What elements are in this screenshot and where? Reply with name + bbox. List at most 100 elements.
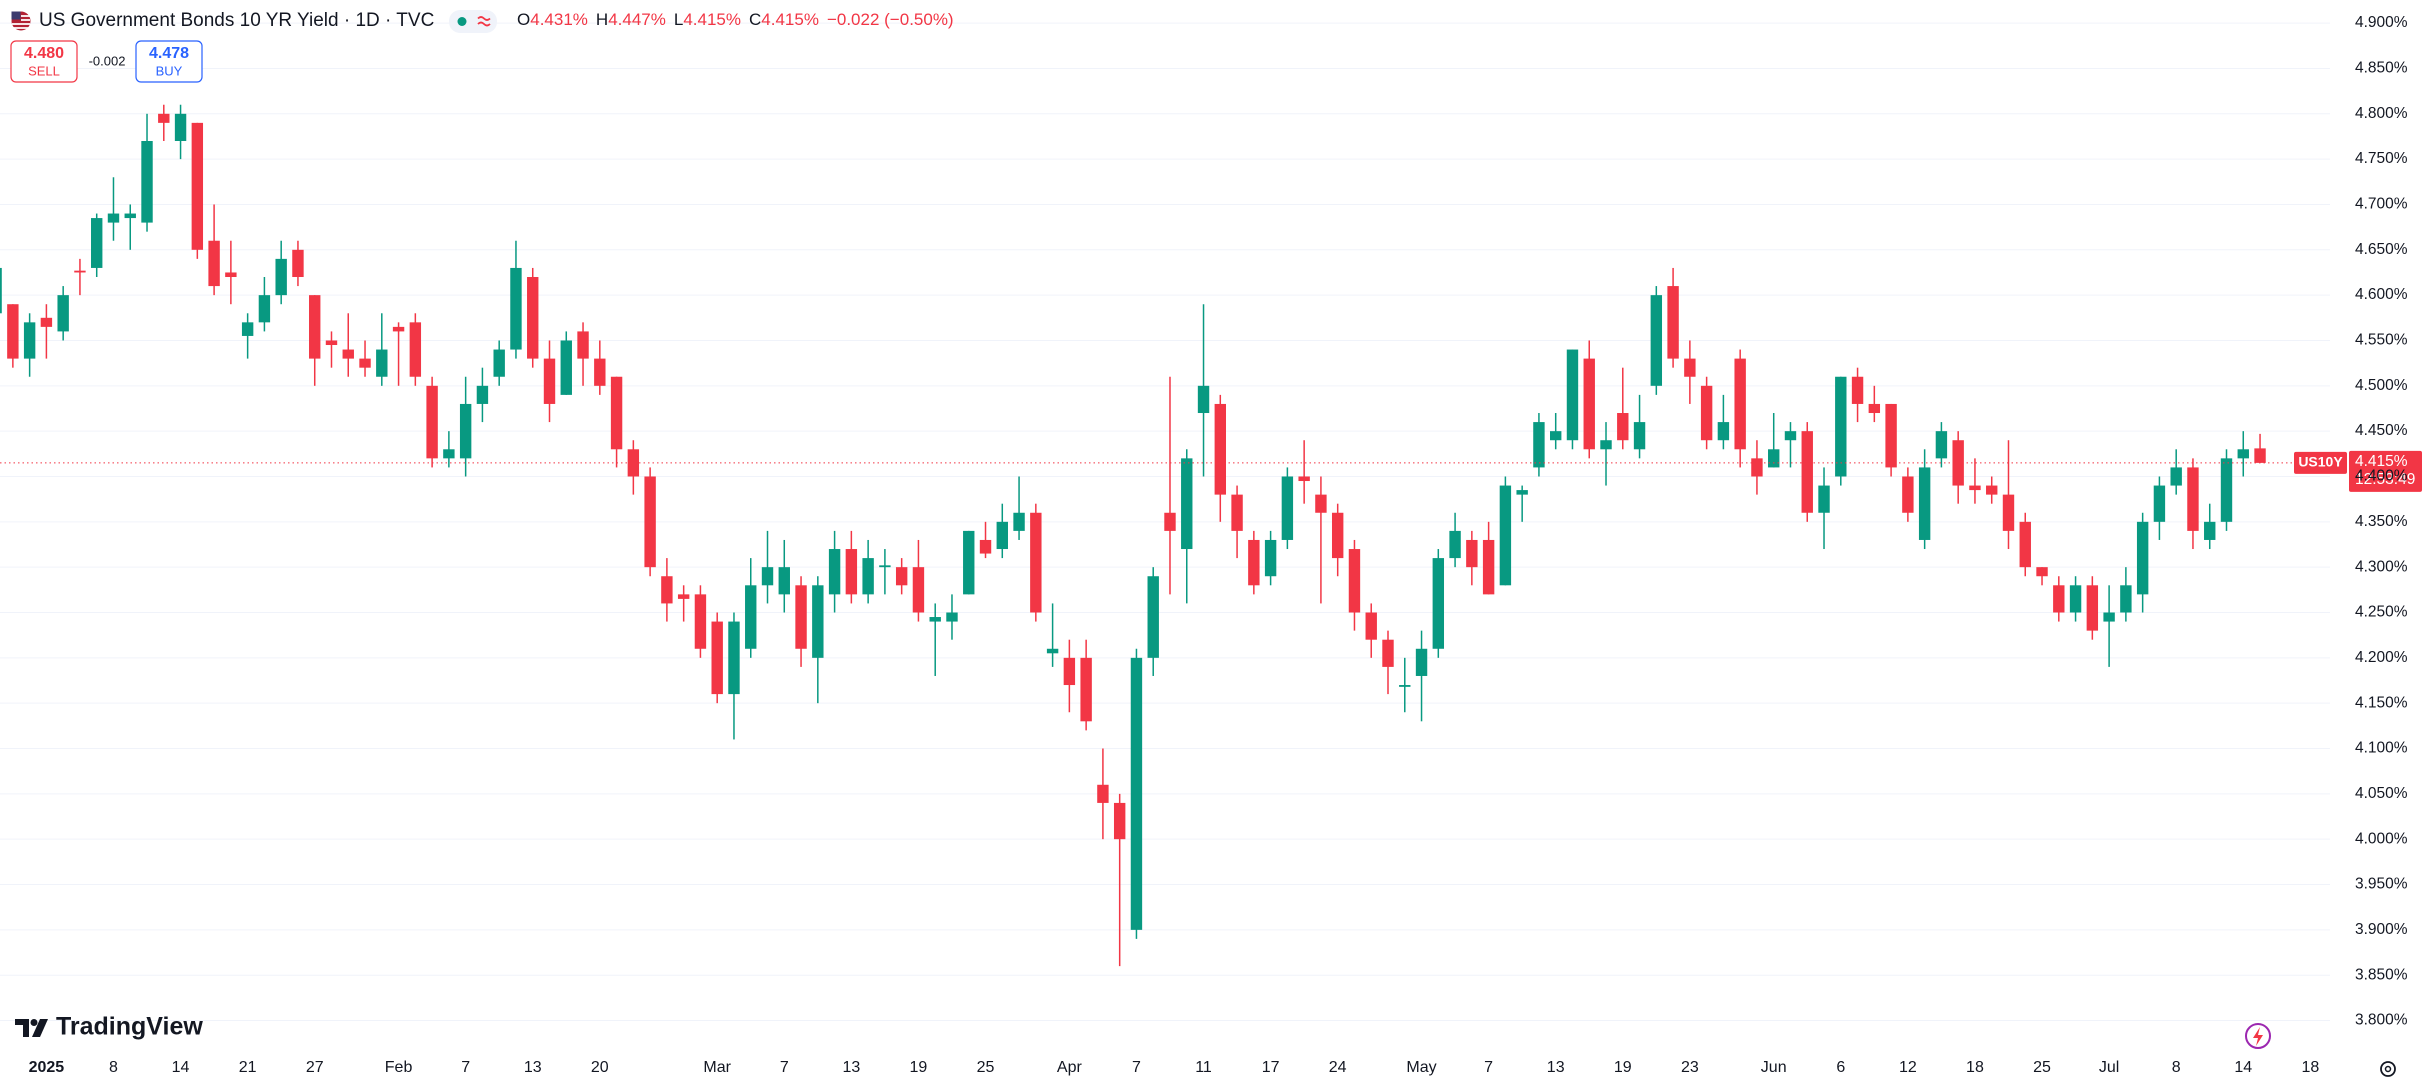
candle-body: [1768, 449, 1780, 468]
candle-body: [1197, 385, 1210, 414]
candle-body: [275, 258, 287, 296]
candle-body: [2170, 467, 2182, 486]
x-tick-label: 7: [1132, 1059, 1141, 1076]
y-tick-label: 3.850%: [2355, 966, 2408, 983]
candle-body: [1264, 539, 1277, 577]
x-tick-label: 12: [1899, 1059, 1917, 1076]
x-tick-label: 13: [842, 1059, 860, 1076]
candle-body: [174, 113, 187, 141]
candle-body: [845, 549, 858, 595]
candle-body: [895, 567, 908, 586]
candle-body: [208, 240, 220, 287]
candle-body: [1902, 476, 1914, 513]
candle-body: [1382, 639, 1394, 667]
x-tick-label: 14: [2234, 1059, 2252, 1076]
candle-body: [1617, 413, 1629, 441]
candle-body: [376, 349, 388, 377]
candle-body: [1415, 648, 1428, 676]
candle-body: [2220, 458, 2233, 522]
candle-body: [1818, 485, 1830, 513]
symbol-title[interactable]: US Government Bonds 10 YR Yield · 1D · T…: [39, 10, 434, 31]
candle-body: [1986, 485, 1998, 495]
candle-body: [1885, 403, 1897, 468]
status-pill[interactable]: [449, 10, 497, 33]
y-tick-label: 4.750%: [2355, 150, 2408, 167]
symbol-tag-text: US10Y: [2298, 454, 2343, 470]
y-tick-label: 4.150%: [2355, 694, 2408, 711]
candle-body: [292, 249, 304, 278]
x-tick-label: 18: [2301, 1059, 2319, 1076]
candle-body: [225, 272, 237, 278]
spread: -0.002: [89, 53, 126, 68]
candle-body: [795, 585, 807, 649]
candle-body: [694, 594, 707, 649]
candle-body: [510, 267, 522, 350]
candle-body: [1969, 485, 1981, 491]
candle-body: [158, 113, 170, 123]
legend-key: C: [749, 10, 761, 29]
candle-body: [929, 617, 941, 622]
candle-body: [359, 358, 371, 368]
candle-body: [1566, 349, 1579, 441]
candle-body: [241, 322, 254, 336]
candle-body: [812, 585, 824, 658]
candle-body: [1835, 376, 1847, 477]
candle-body: [1935, 431, 1948, 459]
candle-body: [2103, 612, 2115, 622]
candle-body: [661, 576, 673, 604]
candle-body: [745, 585, 757, 649]
x-tick-label: 6: [1836, 1059, 1845, 1076]
candle-body: [2120, 585, 2132, 613]
candle-body: [1315, 494, 1327, 513]
buy-price: 4.478: [149, 45, 189, 62]
candle-body: [728, 621, 740, 695]
logo-text: TradingView: [56, 1013, 203, 1041]
candle-body: [23, 322, 36, 359]
candle-body: [7, 304, 19, 359]
candle-body: [543, 358, 556, 404]
settings-icon[interactable]: [2380, 1061, 2396, 1077]
sell-button[interactable]: [10, 40, 78, 83]
x-tick-label: 13: [524, 1059, 542, 1076]
candle-body: [963, 530, 975, 595]
logo-dot: [30, 1019, 38, 1026]
flag-stripes: [12, 15, 30, 29]
price-tag-box: [2349, 450, 2422, 492]
candle-body: [40, 317, 53, 327]
y-tick-label: 4.050%: [2355, 785, 2408, 802]
symbol-tag: [2294, 451, 2347, 474]
candle-body: [644, 476, 656, 568]
candle-body: [1130, 657, 1143, 930]
candle-body: [527, 277, 539, 359]
legend-change: −0.022 (−0.50%): [827, 10, 954, 29]
candle-body: [1331, 512, 1344, 559]
legend-value: 4.415%: [761, 10, 819, 29]
y-tick-label: 4.800%: [2355, 105, 2408, 122]
candle-body: [1214, 403, 1226, 495]
candle-body: [711, 621, 723, 695]
market-status-dot: [457, 17, 467, 26]
candle-body: [2136, 521, 2149, 595]
candle-body: [91, 218, 103, 268]
candle-body: [677, 594, 690, 599]
buy-button[interactable]: [135, 40, 203, 83]
x-tick-label: 18: [1966, 1059, 1984, 1076]
candle-body: [493, 349, 505, 377]
candle-body: [1399, 685, 1411, 687]
y-tick-label: 4.200%: [2355, 649, 2408, 666]
sell-price: 4.480: [24, 45, 64, 62]
y-tick-label: 4.350%: [2355, 513, 2408, 530]
candle-body: [1113, 802, 1126, 840]
candle-body: [1684, 358, 1696, 377]
candle-body: [325, 340, 338, 346]
candle-body: [191, 122, 204, 250]
y-tick-label: 3.800%: [2355, 1012, 2408, 1029]
candle-body: [1700, 385, 1713, 441]
candle-body: [560, 340, 572, 395]
candle-body: [1046, 648, 1059, 654]
candle-body: [2019, 521, 2031, 568]
x-tick-label: Jul: [2099, 1059, 2119, 1076]
logo-mark: [15, 1019, 29, 1037]
x-tick-label: 7: [1484, 1059, 1493, 1076]
